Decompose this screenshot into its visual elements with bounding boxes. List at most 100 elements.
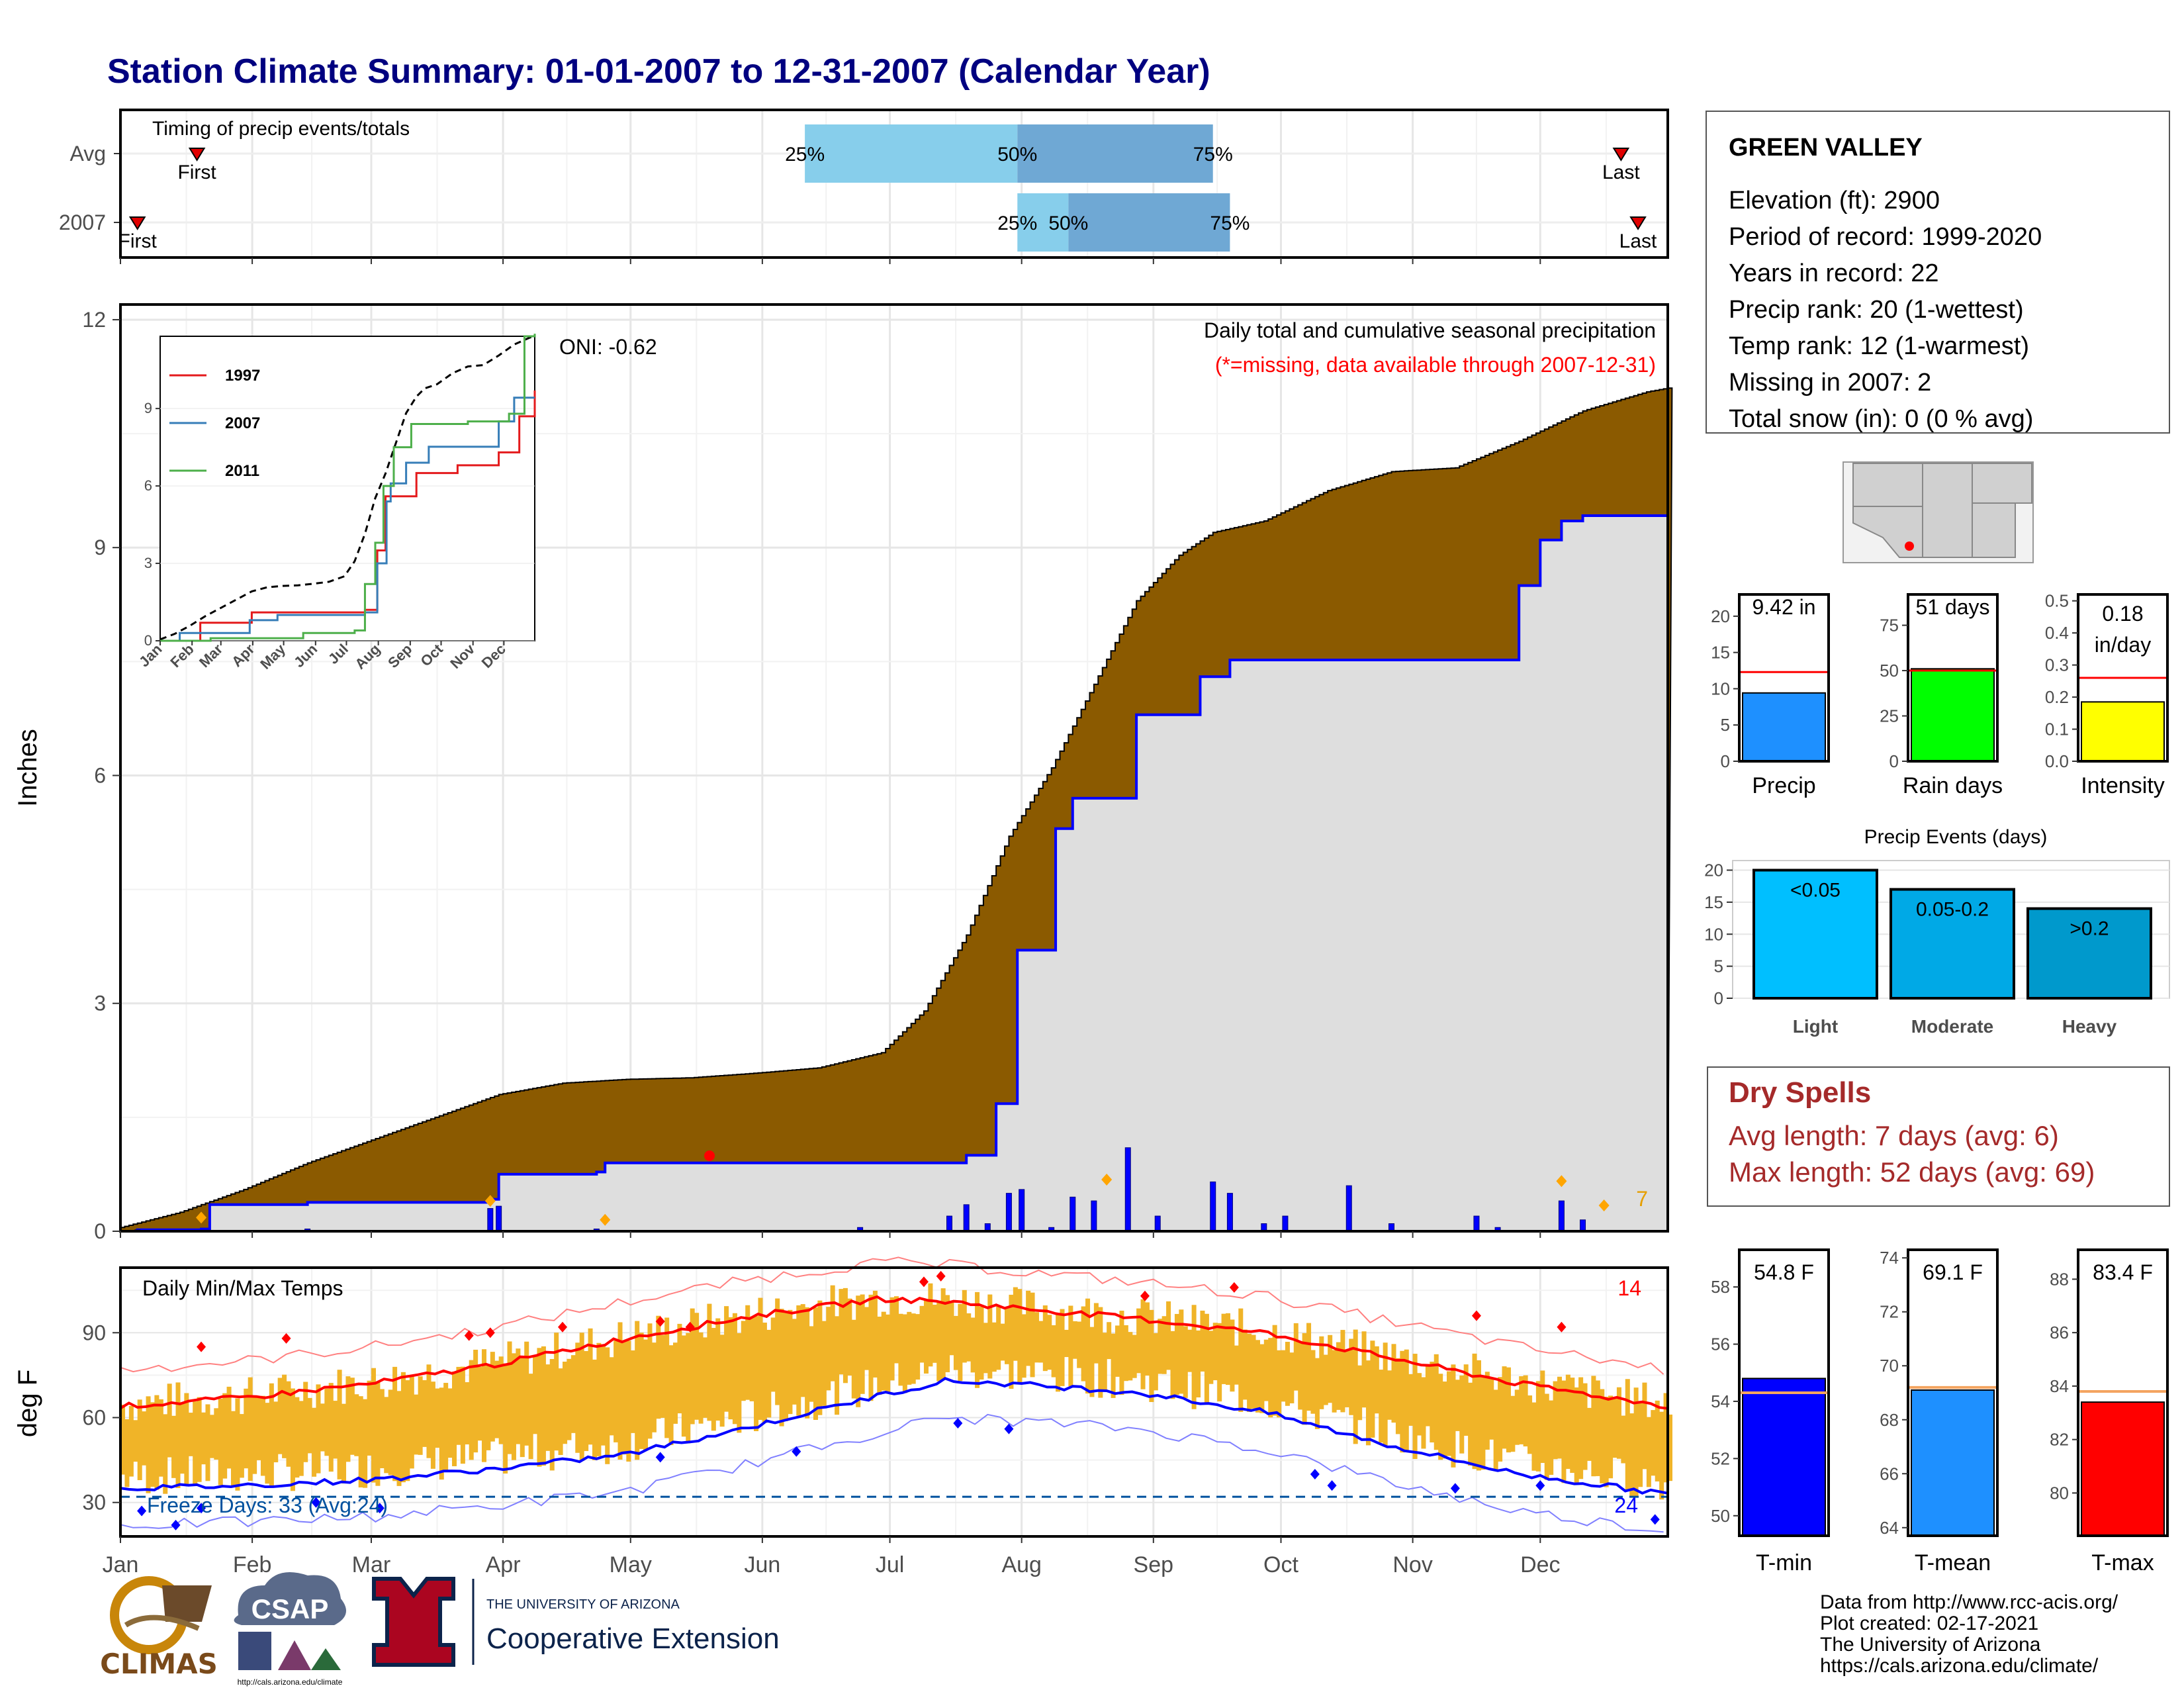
daily-temp-range-bar [775,1298,780,1405]
daily-temp-range-bar [1502,1366,1507,1449]
summary-bar-tick-label: 0.3 [2045,655,2069,675]
avg-min-line [120,1376,1668,1495]
daily-temp-range-bar [137,1399,142,1480]
daily-temp-range-bar [248,1377,253,1481]
timing-row-avg: Avg [69,142,106,165]
inset-legend-label: 2007 [225,414,260,432]
daily-temp-range-bar [1000,1323,1005,1361]
summary-bar-tick-label: 0.0 [2045,751,2069,771]
inset-legend: 1997 2007 2011 [169,367,260,480]
daily-temp-range-bar [923,1300,929,1374]
daily-temp-range-bar [1455,1380,1460,1431]
daily-temp-range-bar [1417,1373,1422,1436]
daily-precip-bar [1069,1196,1076,1232]
temp-bar-tick-label: 64 [1880,1518,1899,1538]
record-low-marker [1004,1423,1014,1434]
daily-temp-range-bar [265,1403,270,1484]
daily-temp-range-bar [970,1317,976,1373]
record-high-line [120,1256,1664,1375]
daily-temp-range-bar [439,1387,444,1480]
daily-temp-range-bar [575,1342,580,1453]
daily-temp-range-bar [1459,1375,1465,1454]
daily-temp-range-bar [626,1340,631,1462]
daily-temp-range-bar [788,1309,793,1415]
daily-temp-range-bar [842,1288,848,1383]
daily-temp-range-bar [656,1315,661,1419]
daily-temp-range-bar [596,1342,602,1456]
daily-temp-range-bar [1285,1342,1290,1406]
summary-bar-tick-label: 0.5 [2045,591,2069,611]
daily-temp-range-bar [809,1326,814,1402]
precip-corner-count: 7 [1636,1187,1648,1211]
daily-temp-range-bar [1498,1377,1503,1462]
daily-precip-bar [1473,1215,1480,1232]
daily-temp-range-bar [609,1357,614,1436]
dry-spells-avg: Avg length: 7 days (avg: 6) [1729,1120,2059,1151]
daily-temp-range-bar [179,1403,185,1474]
precip-ylabel: Inches [13,729,42,807]
daily-temp-range-bar [333,1401,338,1459]
station-elevation: Elevation (ft): 2900 [1729,187,1940,214]
daily-temp-range-bar [686,1333,691,1444]
daily-temp-range-bar [244,1388,249,1469]
events-bar-name: Light [1793,1016,1838,1037]
timing-last-marker [1629,216,1647,230]
timing-bar-50-75 [1017,124,1213,183]
daily-temp-range-bar [1651,1410,1656,1476]
map-borders [1853,463,2015,557]
daily-temp-range-bar [435,1388,440,1448]
daily-temp-range-bar [1565,1374,1570,1469]
daily-temp-range-bar [1659,1411,1664,1500]
summary-bar-value: 51 days [1915,595,1989,619]
daily-temp-range-bar [630,1350,635,1433]
daily-temp-range-bar [1353,1329,1358,1444]
precip-subtitle: (*=missing, data available through 2007-… [1215,353,1656,377]
temp-bar-frame [1907,1248,1999,1537]
daily-temp-range-bar [1646,1417,1651,1487]
record-high-marker [655,1316,665,1327]
daily-temp-range-bar [940,1288,946,1380]
daily-temp-range-bar [698,1332,704,1424]
station-location-marker [1905,541,1914,551]
daily-temp-range-bar [1344,1350,1349,1407]
daily-temp-range-bar [762,1323,767,1423]
daily-temp-range-bar [928,1283,933,1367]
daily-temp-range-bar [320,1403,325,1452]
daily-temp-range-bar [868,1294,874,1401]
daily-temp-range-bar [400,1372,406,1483]
record-diamond [484,1195,496,1207]
temp-bar-value: 83.4 F [2093,1260,2153,1284]
daily-temp-range-bar [766,1329,772,1418]
dry-spells-box: Dry Spells Avg length: 7 days (avg: 6) M… [1707,1066,2170,1207]
daily-temp-range-bar [570,1355,576,1433]
daily-temp-range-bar [163,1414,168,1494]
daily-temp-range-bar [447,1388,453,1458]
daily-temp-range-bar [1323,1354,1328,1405]
daily-temp-range-bar [384,1397,389,1474]
daily-temp-range-bar [1174,1313,1179,1395]
daily-temp-range-bar [1009,1294,1014,1389]
daily-temp-range-bar [584,1350,589,1452]
daily-temp-range-bar [184,1393,189,1485]
daily-temp-range-bar [1107,1322,1112,1360]
record-low-marker [792,1446,801,1457]
daily-temp-range-bar [1123,1325,1128,1382]
daily-temp-range-bar [651,1342,657,1432]
daily-temp-range-bar [1514,1389,1520,1445]
record-diamond [1556,1175,1567,1188]
daily-temp-range-bar [668,1345,674,1446]
daily-temp-range-bar [1238,1308,1244,1412]
daily-temp-range-bar [298,1401,304,1476]
inset-series-2007 [160,397,535,642]
daily-temp-range-bar [537,1348,542,1467]
summary-bar-frame [1907,593,1999,763]
daily-temp-range-bar [1361,1331,1367,1408]
daily-temp-range-bar [345,1376,351,1462]
summary-bar-tick-label: 10 [1711,679,1730,698]
daily-temp-range-bar [1391,1344,1396,1423]
daily-precip-bar [1282,1215,1289,1232]
csap-logo: CSAP http://cals.arizona.edu/climate [234,1572,346,1687]
daily-temp-range-bar [745,1305,751,1400]
cumulative-2007-area [120,516,1668,1231]
daily-temp-range-bar [1663,1393,1668,1483]
